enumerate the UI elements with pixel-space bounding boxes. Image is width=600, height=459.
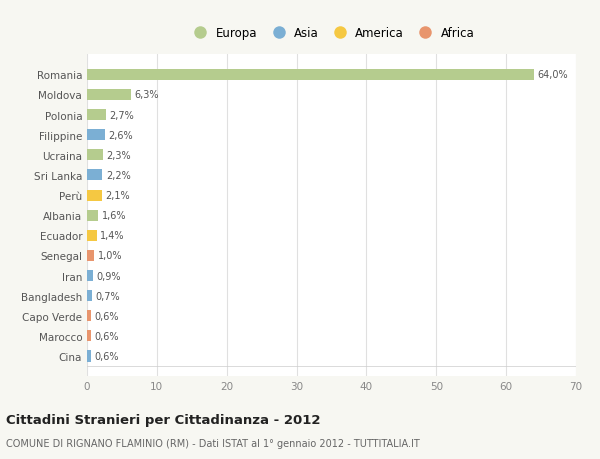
Text: 0,6%: 0,6% <box>95 351 119 361</box>
Bar <box>87 210 98 221</box>
Bar <box>87 270 93 281</box>
Text: 0,6%: 0,6% <box>95 331 119 341</box>
Bar <box>87 70 534 81</box>
Bar <box>87 291 92 302</box>
Bar <box>87 90 131 101</box>
Bar <box>87 311 91 322</box>
Legend: Europa, Asia, America, Africa: Europa, Asia, America, Africa <box>184 22 479 45</box>
Bar <box>87 230 97 241</box>
Text: 0,9%: 0,9% <box>97 271 121 281</box>
Text: 1,0%: 1,0% <box>97 251 122 261</box>
Bar <box>87 170 103 181</box>
Text: 2,3%: 2,3% <box>107 151 131 161</box>
Text: 2,6%: 2,6% <box>109 130 133 140</box>
Bar <box>87 250 94 262</box>
Text: 2,2%: 2,2% <box>106 171 131 180</box>
Bar <box>87 330 91 341</box>
Bar <box>87 150 103 161</box>
Text: 1,6%: 1,6% <box>101 211 126 221</box>
Bar <box>87 351 91 362</box>
Bar <box>87 110 106 121</box>
Text: 2,1%: 2,1% <box>105 190 130 201</box>
Text: COMUNE DI RIGNANO FLAMINIO (RM) - Dati ISTAT al 1° gennaio 2012 - TUTTITALIA.IT: COMUNE DI RIGNANO FLAMINIO (RM) - Dati I… <box>6 438 420 448</box>
Text: 6,3%: 6,3% <box>134 90 159 100</box>
Text: 0,6%: 0,6% <box>95 311 119 321</box>
Bar <box>87 190 101 201</box>
Text: Cittadini Stranieri per Cittadinanza - 2012: Cittadini Stranieri per Cittadinanza - 2… <box>6 413 320 426</box>
Text: 0,7%: 0,7% <box>95 291 120 301</box>
Bar <box>87 130 105 141</box>
Text: 1,4%: 1,4% <box>100 231 125 241</box>
Text: 2,7%: 2,7% <box>109 110 134 120</box>
Text: 64,0%: 64,0% <box>538 70 568 80</box>
